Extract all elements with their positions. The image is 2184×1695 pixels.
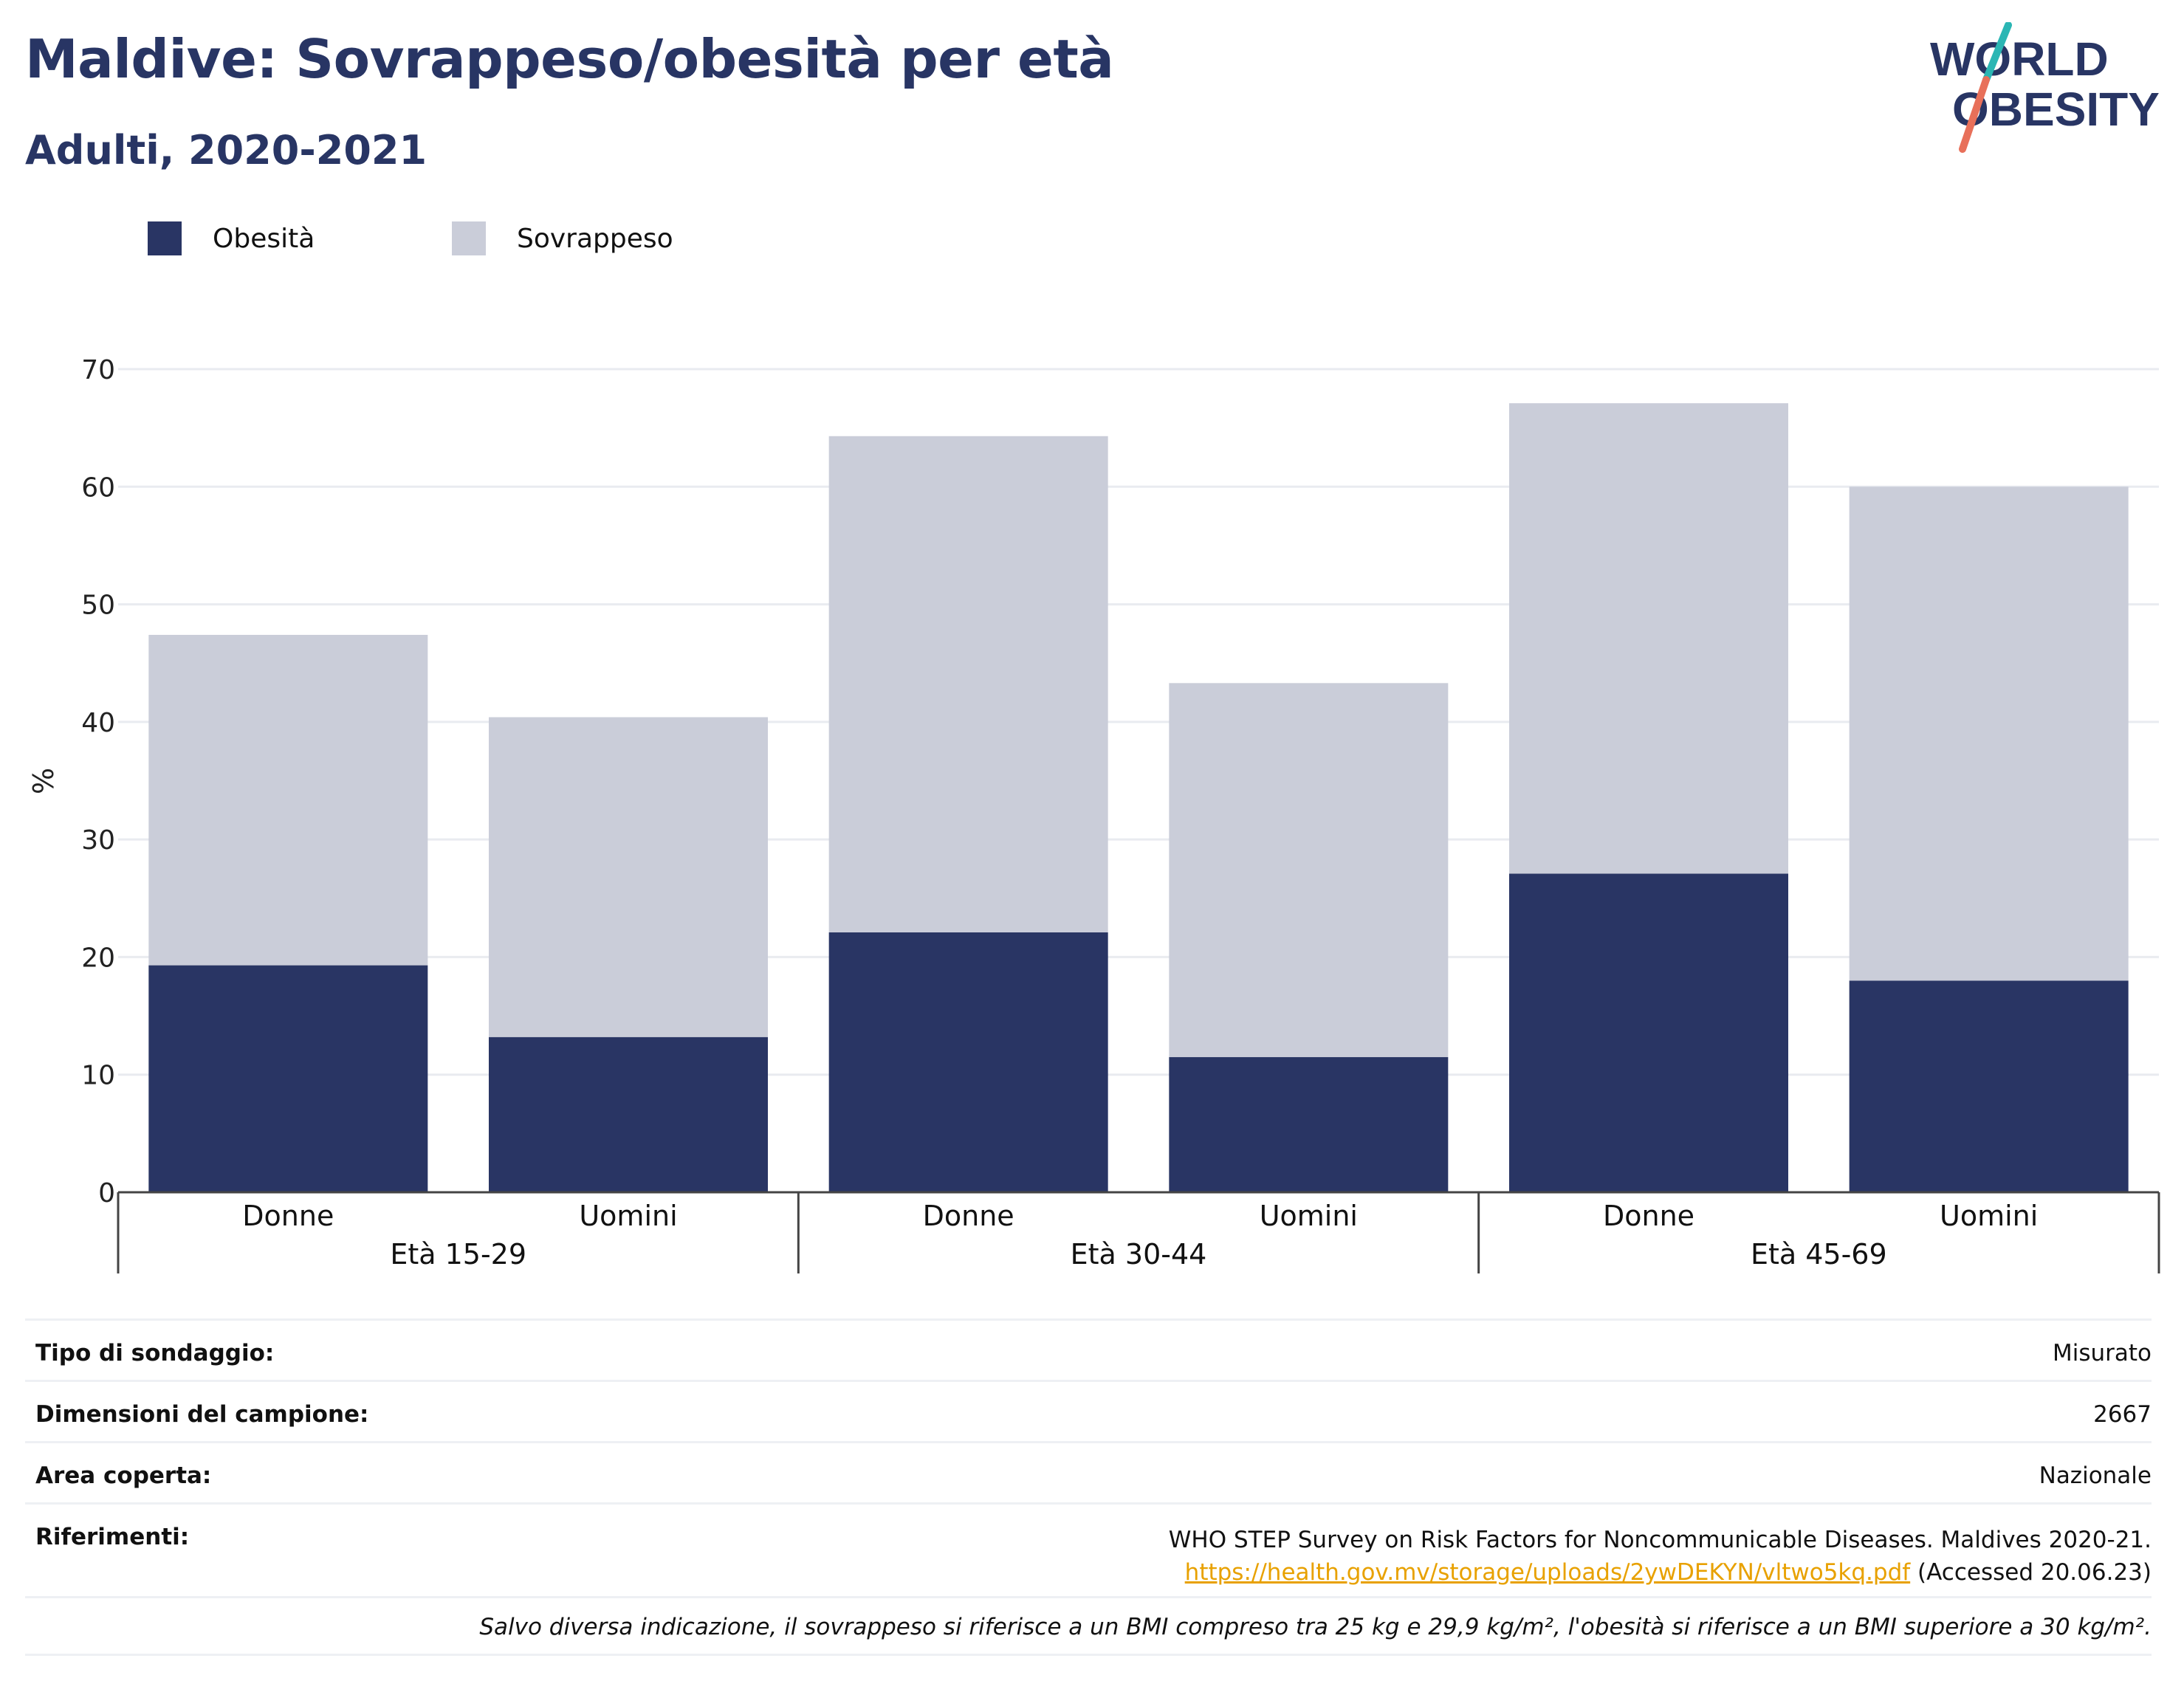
- y-tick-label: 40: [81, 708, 115, 738]
- meta-row-sample-size: Dimensioni del campione: 2667: [25, 1380, 2152, 1441]
- bar-obesity: [1850, 980, 2129, 1192]
- bar-overweight: [1850, 487, 2129, 980]
- bar-chart: 0 10 20 30 40 50 60 70% Donne Uomini Donne Uomini Do…: [0, 0, 2184, 1299]
- y-tick-label: 50: [81, 591, 115, 621]
- bar-overweight: [489, 717, 768, 1036]
- bar-obesity: [148, 966, 427, 1192]
- sample-size-value: 2667: [2093, 1401, 2152, 1428]
- area-label: Area coperta:: [35, 1462, 211, 1489]
- references-label: Riferimenti:: [35, 1524, 189, 1550]
- group-label: Età 30-44: [1071, 1238, 1207, 1271]
- y-tick-label: 60: [81, 472, 115, 503]
- metadata-table: Tipo di sondaggio: Misurato Dimensioni d…: [25, 1318, 2152, 1598]
- bar-overweight: [1509, 403, 1788, 873]
- references-accessed: (Accessed 20.06.23): [1910, 1559, 2152, 1586]
- bar-overweight: [829, 436, 1108, 932]
- bar-obesity: [1169, 1057, 1448, 1192]
- y-tick-label: 0: [98, 1178, 115, 1208]
- bar-obesity: [1509, 873, 1788, 1192]
- y-tick-label: 30: [81, 825, 115, 856]
- sample-size-label: Dimensioni del campione:: [35, 1401, 368, 1428]
- bar-overweight: [1169, 683, 1448, 1057]
- group-label: Età 15-29: [390, 1238, 526, 1271]
- references-value: WHO STEP Survey on Risk Factors for Nonc…: [1169, 1524, 2152, 1589]
- x-tick-label: Uomini: [1260, 1200, 1358, 1232]
- x-tick-label: Uomini: [579, 1200, 677, 1232]
- bottom-divider: [25, 1654, 2152, 1656]
- x-tick-label: Uomini: [1940, 1200, 2038, 1232]
- y-tick-label: 10: [81, 1061, 115, 1091]
- page: Maldive: Sovrappeso/obesità per età Adul…: [0, 0, 2184, 1695]
- x-tick-label: Donne: [242, 1200, 334, 1232]
- meta-row-area: Area coperta: Nazionale: [25, 1441, 2152, 1502]
- meta-row-references: Riferimenti: WHO STEP Survey on Risk Fac…: [25, 1502, 2152, 1596]
- y-tick-label: 70: [81, 355, 115, 385]
- x-tick-label: Donne: [1603, 1200, 1694, 1232]
- group-label: Età 45-69: [1751, 1238, 1887, 1271]
- survey-type-value: Misurato: [2053, 1340, 2152, 1366]
- y-axis-label: %: [27, 768, 60, 794]
- survey-type-label: Tipo di sondaggio:: [35, 1340, 274, 1366]
- bmi-footnote: Salvo diversa indicazione, il sovrappeso…: [479, 1614, 2152, 1640]
- bar-obesity: [829, 932, 1108, 1192]
- meta-row-survey-type: Tipo di sondaggio: Misurato: [25, 1318, 2152, 1380]
- area-value: Nazionale: [2039, 1462, 2152, 1489]
- x-tick-label: Donne: [923, 1200, 1014, 1232]
- y-tick-label: 20: [81, 943, 115, 973]
- bar-overweight: [148, 635, 427, 966]
- meta-divider: [25, 1596, 2152, 1598]
- bar-obesity: [489, 1037, 768, 1192]
- references-text: WHO STEP Survey on Risk Factors for Nonc…: [1169, 1527, 2152, 1553]
- references-link[interactable]: https://health.gov.mv/storage/uploads/2y…: [1185, 1559, 1911, 1586]
